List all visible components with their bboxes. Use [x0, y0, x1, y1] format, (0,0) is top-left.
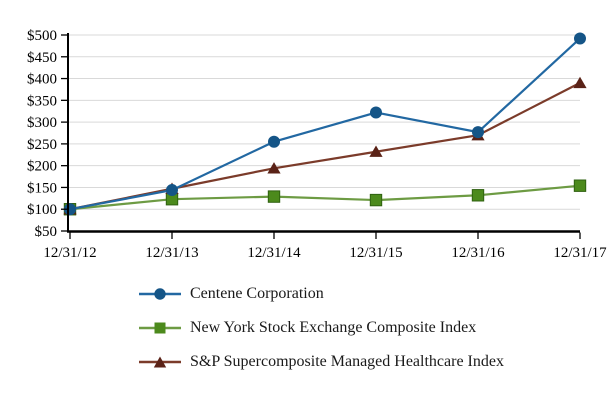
data-point-triangle: [573, 76, 587, 89]
plot-area: $50 $100 $150 $200 $250 $300 $350 $400 $450 $500 1…: [27, 28, 607, 261]
circle-series-icon: [139, 288, 181, 300]
data-point-square: [369, 193, 383, 207]
series-line-2: [69, 81, 581, 211]
series-line-1: [69, 184, 581, 211]
data-point-square: [471, 189, 485, 202]
legend-item-centene: Centene Corporation: [139, 285, 504, 302]
y-tick-label: $100: [27, 202, 57, 218]
data-point-circle: [472, 126, 484, 139]
legend-label-sp-healthcare: S&P Supercomposite Managed Healthcare In…: [190, 353, 504, 370]
series-line-0: [69, 37, 581, 211]
y-tick-label: $350: [27, 93, 57, 109]
x-tick-label: 12/31/16: [451, 245, 505, 261]
legend-item-nyse: New York Stock Exchange Composite Index: [139, 319, 504, 336]
x-tick-label: 12/31/17: [553, 245, 607, 261]
y-tick-label: $300: [27, 115, 57, 131]
data-point-triangle: [267, 162, 281, 174]
square-series-icon: [139, 322, 181, 334]
legend-label-nyse: New York Stock Exchange Composite Index: [190, 319, 477, 336]
data-point-square: [573, 179, 587, 192]
x-tick-label: 12/31/14: [247, 245, 301, 261]
y-tick-label: $250: [27, 137, 57, 153]
y-tick-label: $50: [35, 224, 58, 240]
y-tick-label: $500: [27, 28, 57, 44]
y-tick-label: $200: [27, 159, 57, 175]
y-tick-label: $400: [27, 72, 57, 88]
data-point-circle: [166, 184, 178, 197]
legend-label-centene: Centene Corporation: [190, 285, 324, 302]
chart-legend: Centene Corporation New York Stock Excha…: [139, 285, 504, 389]
data-point-square: [267, 190, 281, 203]
x-tick-label: 12/31/13: [145, 245, 198, 261]
x-tick-label: 12/31/15: [349, 245, 402, 261]
triangle-series-icon: [139, 356, 181, 368]
data-point-triangle: [369, 145, 383, 157]
data-point-circle: [268, 135, 280, 148]
legend-item-sp-healthcare: S&P Supercomposite Managed Healthcare In…: [139, 353, 504, 370]
x-tick-label: 12/31/12: [43, 245, 96, 261]
y-tick-label: $450: [27, 50, 57, 66]
y-tick-label: $150: [27, 180, 57, 196]
data-point-circle: [574, 32, 586, 45]
data-point-circle: [370, 106, 382, 119]
